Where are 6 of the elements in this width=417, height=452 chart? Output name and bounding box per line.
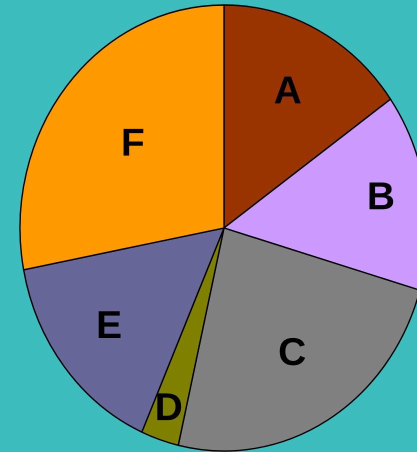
slice-label: E bbox=[98, 311, 121, 338]
slice-label: F bbox=[124, 128, 144, 156]
slice-label: A bbox=[274, 76, 301, 104]
slice-label: D bbox=[157, 393, 182, 420]
slice-label: C bbox=[280, 338, 306, 366]
slice-label: B bbox=[369, 182, 394, 210]
